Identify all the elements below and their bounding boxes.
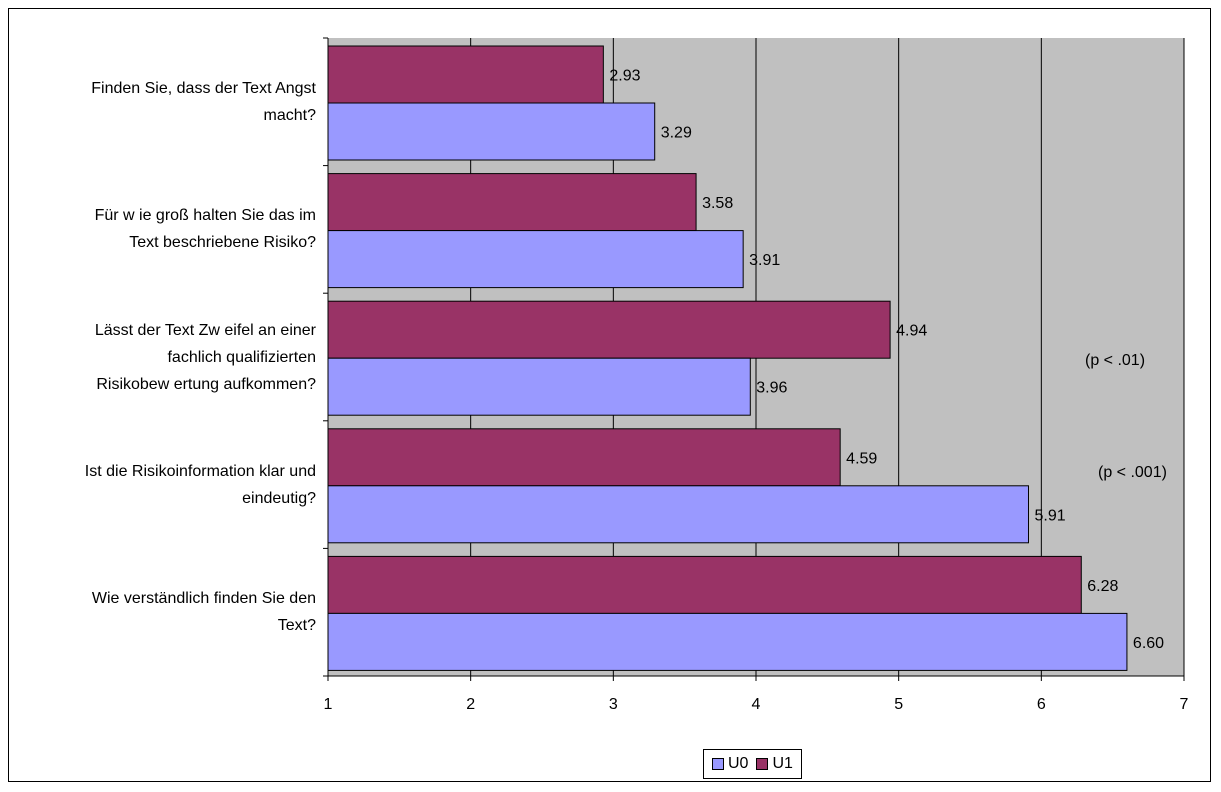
category-label-line: Risikobew ertung aufkommen? [96, 375, 316, 393]
data-label: 4.94 [896, 323, 927, 340]
x-tick-label: 7 [1180, 696, 1189, 713]
category-label-line: Text? [277, 617, 316, 635]
x-tick-label: 4 [752, 696, 761, 713]
legend-label-u0: U0 [728, 755, 749, 772]
annotation-p-01: (p < .01) [1085, 352, 1146, 369]
legend-swatch-u0 [712, 758, 724, 770]
category-label-line: eindeutig? [242, 489, 316, 507]
bar-u1 [327, 555, 1082, 614]
category-label-line: macht? [263, 106, 316, 124]
bar-u0 [327, 357, 751, 416]
x-tick-label: 3 [609, 696, 618, 713]
bar-u0 [327, 102, 656, 161]
axes [323, 37, 1185, 681]
bar-u0 [327, 230, 744, 289]
bar-u1 [327, 300, 891, 359]
category-label-line: fachlich qualifizierten [167, 348, 316, 366]
bar-u0 [327, 485, 1029, 544]
x-tick-label: 2 [466, 696, 475, 713]
data-label: 6.60 [1133, 635, 1164, 652]
data-label: 2.93 [609, 68, 640, 85]
data-label: 5.91 [1034, 507, 1065, 524]
category-label: Lässt der Text Zw eifel an einer fachlich… [0, 317, 316, 398]
legend-label-u1: U1 [772, 755, 793, 772]
data-label: 6.28 [1087, 578, 1118, 595]
bar-u0 [327, 612, 1128, 671]
category-label: Finden Sie, dass der Text Angst macht? [0, 75, 316, 129]
data-label: 3.91 [749, 252, 780, 269]
category-label-line: Finden Sie, dass der Text Angst [91, 79, 316, 97]
bars [327, 45, 1128, 671]
x-tick-label: 5 [894, 696, 903, 713]
legend: U0 U1 [703, 749, 802, 779]
category-label-line: Lässt der Text Zw eifel an einer [94, 321, 316, 339]
x-tick-labels: 1 2 3 4 5 6 7 [324, 696, 1189, 713]
bar-u1 [327, 173, 697, 232]
legend-swatch-u1 [756, 758, 769, 770]
category-label-line: Ist die Risikoinformation klar und [84, 462, 316, 480]
bar-u1 [327, 428, 841, 487]
category-label-line: Für w ie groß halten Sie das im [94, 207, 316, 225]
data-label: 3.29 [661, 125, 692, 142]
data-label: 3.58 [702, 195, 733, 212]
legend-item-u1: U1 [756, 755, 793, 773]
annotation-p-001: (p < .001) [1098, 464, 1167, 481]
x-tick-label: 1 [324, 696, 333, 713]
category-label-line: Wie verständlich finden Sie den [91, 590, 316, 608]
category-label: Wie verständlich finden Sie den Text? [0, 585, 316, 639]
data-label: 4.59 [846, 450, 877, 467]
data-label: 3.96 [756, 380, 787, 397]
category-label-line: Text beschriebene Risiko? [129, 234, 316, 252]
category-label: Ist die Risikoinformation klar und eindeu… [0, 458, 316, 512]
x-tick-label: 6 [1037, 696, 1046, 713]
category-label: Für w ie groß halten Sie das im Text besc… [0, 202, 316, 256]
value-labels: 2.93 3.29 3.58 3.91 4.94 3.96 4.59 5.91 6.28 6.60 [609, 68, 1164, 652]
bar-u1 [327, 45, 604, 104]
legend-item-u0: U0 [712, 755, 748, 773]
